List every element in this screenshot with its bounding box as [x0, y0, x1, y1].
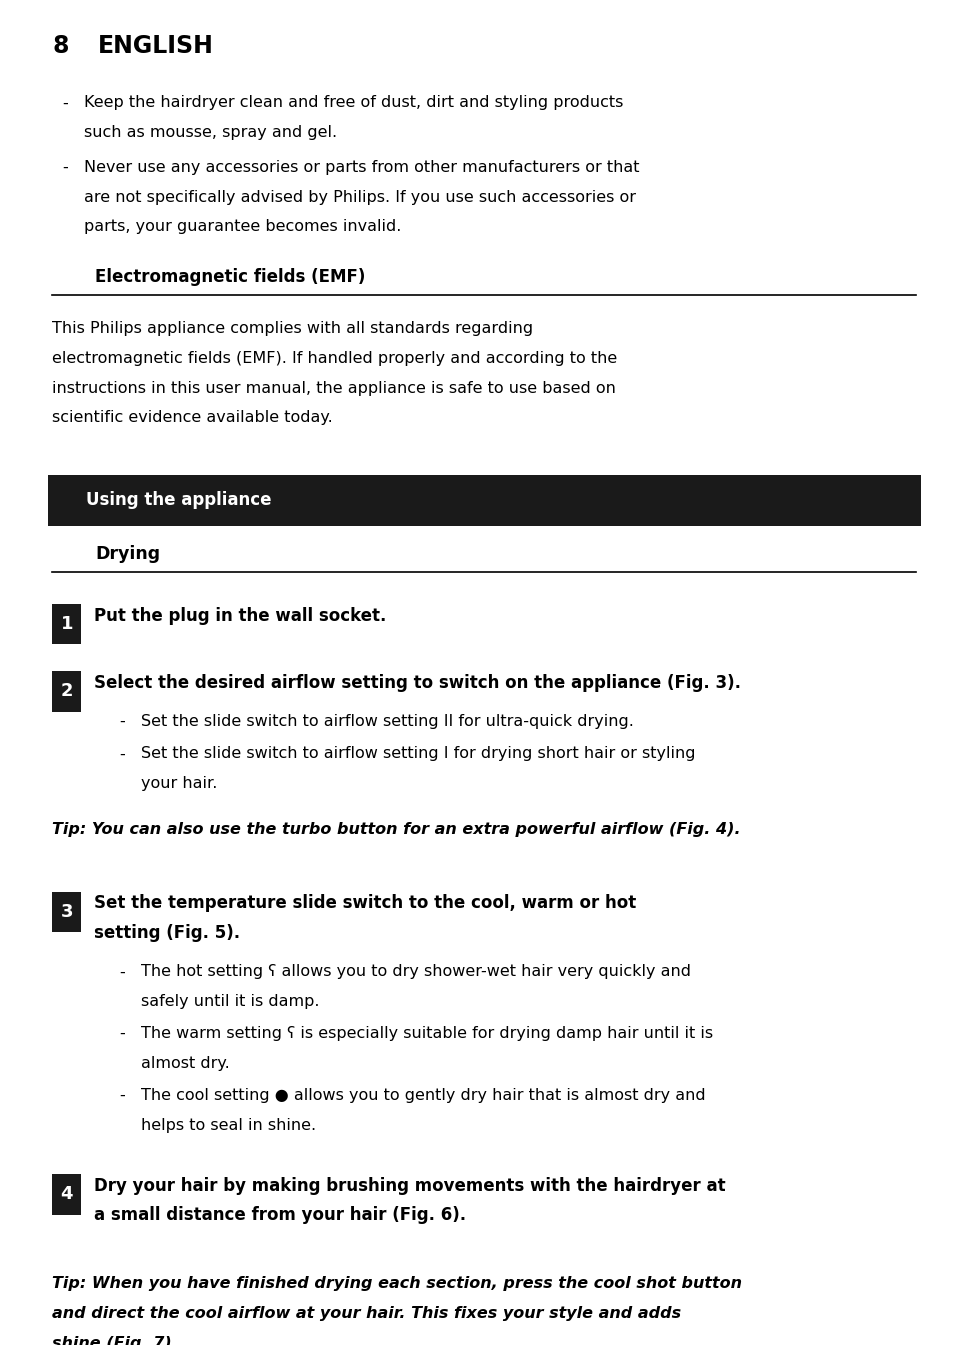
Text: almost dry.: almost dry. [141, 1056, 230, 1071]
Text: Keep the hairdryer clean and free of dust, dirt and styling products: Keep the hairdryer clean and free of dus… [84, 95, 622, 110]
Text: Tip: You can also use the turbo button for an extra powerful airflow (Fig. 4).: Tip: You can also use the turbo button f… [52, 822, 740, 837]
Text: Never use any accessories or parts from other manufacturers or that: Never use any accessories or parts from … [84, 160, 639, 175]
FancyBboxPatch shape [52, 892, 81, 932]
Text: 2: 2 [60, 682, 73, 701]
Text: The hot setting ʕ allows you to dry shower-wet hair very quickly and: The hot setting ʕ allows you to dry show… [141, 964, 691, 979]
Text: helps to seal in shine.: helps to seal in shine. [141, 1118, 316, 1132]
Text: Dry your hair by making brushing movements with the hairdryer at: Dry your hair by making brushing movemen… [94, 1177, 725, 1194]
Text: safely until it is damp.: safely until it is damp. [141, 994, 319, 1009]
Text: This Philips appliance complies with all standards regarding: This Philips appliance complies with all… [52, 321, 533, 336]
Text: -: - [119, 746, 125, 761]
FancyBboxPatch shape [52, 671, 81, 712]
Text: 1: 1 [60, 615, 73, 633]
Text: Set the slide switch to airflow setting I for drying short hair or styling: Set the slide switch to airflow setting … [141, 746, 695, 761]
Text: The cool setting ● allows you to gently dry hair that is almost dry and: The cool setting ● allows you to gently … [141, 1088, 705, 1103]
Text: a small distance from your hair (Fig. 6).: a small distance from your hair (Fig. 6)… [94, 1206, 466, 1224]
Text: 3: 3 [60, 902, 73, 921]
FancyBboxPatch shape [52, 604, 81, 644]
Text: scientific evidence available today.: scientific evidence available today. [52, 410, 333, 425]
Text: -: - [119, 1026, 125, 1041]
Text: parts, your guarantee becomes invalid.: parts, your guarantee becomes invalid. [84, 219, 401, 234]
Text: and direct the cool airflow at your hair. This fixes your style and adds: and direct the cool airflow at your hair… [52, 1306, 680, 1321]
Text: Set the slide switch to airflow setting II for ultra-quick drying.: Set the slide switch to airflow setting … [141, 714, 634, 729]
Text: Electromagnetic fields (EMF): Electromagnetic fields (EMF) [95, 268, 365, 285]
Text: electromagnetic fields (EMF). If handled properly and according to the: electromagnetic fields (EMF). If handled… [52, 351, 618, 366]
Text: -: - [119, 964, 125, 979]
Text: 8: 8 [52, 34, 69, 58]
Text: setting (Fig. 5).: setting (Fig. 5). [94, 924, 240, 942]
Text: such as mousse, spray and gel.: such as mousse, spray and gel. [84, 125, 336, 140]
Text: -: - [62, 95, 68, 110]
Text: Tip: When you have finished drying each section, press the cool shot button: Tip: When you have finished drying each … [52, 1276, 741, 1291]
Text: -: - [119, 1088, 125, 1103]
Text: Drying: Drying [95, 545, 160, 562]
FancyBboxPatch shape [52, 1174, 81, 1215]
Text: ENGLISH: ENGLISH [98, 34, 213, 58]
Text: -: - [119, 714, 125, 729]
Text: 4: 4 [60, 1185, 73, 1204]
Text: -: - [62, 160, 68, 175]
Text: are not specifically advised by Philips. If you use such accessories or: are not specifically advised by Philips.… [84, 190, 636, 204]
Text: Put the plug in the wall socket.: Put the plug in the wall socket. [94, 607, 386, 624]
Text: shine (Fig. 7).: shine (Fig. 7). [52, 1336, 178, 1345]
Text: Set the temperature slide switch to the cool, warm or hot: Set the temperature slide switch to the … [94, 894, 636, 912]
Text: instructions in this user manual, the appliance is safe to use based on: instructions in this user manual, the ap… [52, 381, 616, 395]
Text: Using the appliance: Using the appliance [86, 491, 271, 510]
Text: The warm setting ʕ is especially suitable for drying damp hair until it is: The warm setting ʕ is especially suitabl… [141, 1026, 713, 1041]
Text: your hair.: your hair. [141, 776, 217, 791]
FancyBboxPatch shape [48, 475, 920, 526]
Text: Select the desired airflow setting to switch on the appliance (Fig. 3).: Select the desired airflow setting to sw… [94, 674, 740, 691]
